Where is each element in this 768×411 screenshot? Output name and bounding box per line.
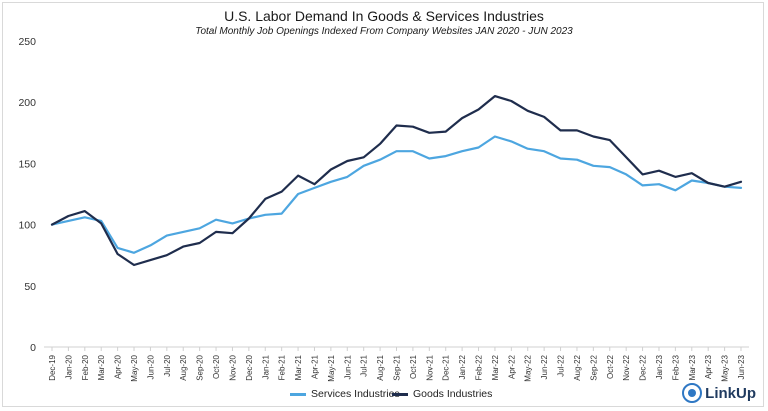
x-tick-label: Apr-21 [310,354,319,379]
x-tick-label: Feb-23 [671,354,680,380]
legend-item-services: Services Industries [290,388,400,400]
x-tick-label: Jun-21 [343,354,352,379]
x-tick-label: Feb-22 [475,354,484,380]
x-tick-label: Jan-22 [458,354,467,379]
legend-swatch-goods [392,392,408,396]
y-tick-label: 0 [30,342,36,354]
x-tick-label: Oct-21 [409,354,418,379]
x-tick-label: Dec-20 [245,354,254,380]
y-tick-label: 250 [18,36,36,48]
x-tick-label: Dec-21 [442,354,451,380]
logo-mark-icon [682,383,703,403]
x-tick-label: Mar-20 [97,354,106,380]
x-tick-label: Sep-21 [393,354,402,380]
chart-subtitle: Total Monthly Job Openings Indexed From … [195,26,573,37]
linkup-logo: LinkUp [682,383,756,403]
logo-text: LinkUp [705,384,756,402]
legend-label-services: Services Industries [311,388,400,400]
x-tick-label: Nov-21 [425,354,434,380]
x-tick-label: Dec-19 [48,354,57,380]
x-tick-label: Jul-20 [163,354,172,376]
legend-swatch-services [290,392,306,396]
x-tick-label: Jan-21 [261,354,270,379]
x-tick-label: Nov-22 [622,354,631,380]
chart-frame [2,2,764,407]
x-tick-label: Apr-20 [114,354,123,379]
y-tick-label: 100 [18,220,36,232]
x-tick-label: Oct-22 [606,354,615,379]
y-tick-label: 150 [18,158,36,170]
x-tick-label: Mar-21 [294,354,303,380]
chart-title: U.S. Labor Demand In Goods & Services In… [224,8,544,24]
x-tick-label: Sep-22 [589,354,598,380]
x-tick-label: Aug-20 [179,354,188,380]
x-tick-label: Feb-21 [278,354,287,380]
x-tick-label: Aug-21 [376,354,385,380]
x-tick-label: Apr-23 [704,354,713,379]
series-line-goods-industries [50,94,743,267]
x-tick-label: Feb-20 [81,354,90,380]
x-tick-label: Jan-23 [655,354,664,379]
x-tick-label: Oct-20 [212,354,221,379]
x-tick-label: Apr-22 [507,354,516,379]
x-tick-label: Mar-22 [491,354,500,380]
series-line-services-industries [50,135,743,254]
x-tick-label: Jun-20 [146,354,155,379]
x-tick-label: Dec-22 [639,354,648,380]
x-tick-label: May-21 [327,354,336,381]
x-tick-label: Jul-22 [557,354,566,376]
x-tick-label: Jul-21 [360,354,369,376]
x-tick-label: Jun-22 [540,354,549,379]
x-tick-label: May-23 [721,354,730,381]
x-tick-label: Jan-20 [64,354,73,379]
x-tick-label: Mar-23 [688,354,697,380]
chart-legend: Services Industries Goods Industries [0,388,768,404]
legend-item-goods: Goods Industries [392,388,492,400]
x-tick-label: Sep-20 [196,354,205,380]
x-tick-label: Nov-20 [228,354,237,380]
x-tick-label: May-22 [524,354,533,381]
x-tick-label: Aug-22 [573,354,582,380]
y-tick-label: 50 [24,281,36,293]
x-tick-label: May-20 [130,354,139,381]
y-tick-label: 200 [18,97,36,109]
x-tick-label: Jun-23 [737,354,746,379]
legend-label-goods: Goods Industries [413,388,493,400]
